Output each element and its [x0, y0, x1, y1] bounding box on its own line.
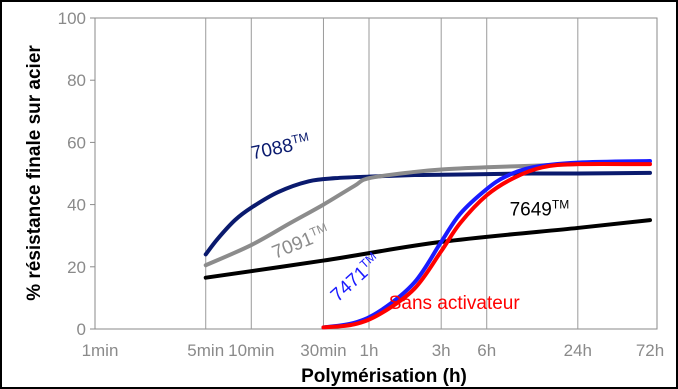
- plot-frame: [94, 17, 658, 330]
- series-layer: [203, 159, 652, 330]
- y-axis-title: % résistance finale sur acier: [24, 45, 45, 301]
- x-tick-label: 3h: [432, 341, 451, 360]
- series-label-7088: 7088TM: [249, 130, 312, 165]
- x-tick-label: 72h: [636, 341, 664, 360]
- y-tick-label: 60: [67, 133, 86, 152]
- x-tick-label: 30min: [300, 341, 346, 360]
- series-label-sans-activateur: Sans activateur: [389, 293, 521, 314]
- y-tick-label: 100: [58, 9, 86, 28]
- series-line-7088: [203, 170, 652, 257]
- y-tick-label: 0: [77, 320, 86, 339]
- series-label-7091: 7091TM: [268, 220, 332, 264]
- y-tick-label: 20: [67, 258, 86, 277]
- x-tick-label: 24h: [564, 341, 592, 360]
- axis-layer: 1min 5min 10min 30min 1h 3h 6h 24h 72h 0 20 40 60 80 1…: [58, 9, 665, 360]
- x-tick-label: 6h: [477, 341, 496, 360]
- y-tick-label: 80: [67, 71, 86, 90]
- x-tick-label: 10min: [228, 341, 274, 360]
- x-tick-label: 1min: [82, 341, 119, 360]
- series-line-7091: [203, 162, 580, 268]
- x-tick-label: 1h: [360, 341, 379, 360]
- x-tick-label: 5min: [187, 341, 224, 360]
- series-line-sans-activateur: [321, 161, 652, 330]
- x-axis-title: Polymérisation (h): [301, 366, 467, 387]
- series-label-7649: 7649TM: [510, 197, 570, 220]
- y-tick-label: 40: [67, 196, 86, 215]
